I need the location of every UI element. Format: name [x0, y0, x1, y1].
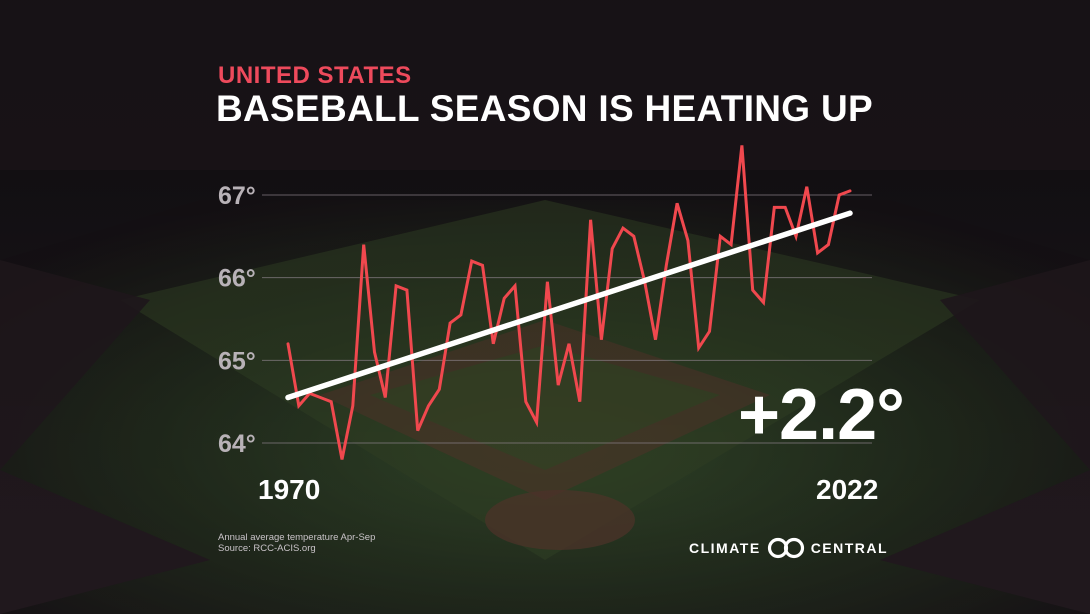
footnote-description: Annual average temperature Apr-Sep [218, 532, 376, 543]
trend-line [285, 210, 853, 401]
y-tick-label-66: 66° [218, 265, 256, 293]
y-tick-label-64: 64° [218, 430, 256, 458]
brand-logo: CLIMATE CENTRAL [689, 536, 888, 560]
y-tick-label-65: 65° [218, 347, 256, 375]
brand-right-text: CENTRAL [810, 540, 889, 556]
x-axis-start-label: 1970 [258, 474, 321, 505]
temperature-series-line [286, 145, 852, 460]
x-axis-end-label: 2022 [816, 474, 879, 505]
linked-rings-icon [767, 537, 804, 559]
page-title: BASEBALL SEASON IS HEATING UP [216, 88, 873, 129]
region-label: UNITED STATES [218, 62, 412, 89]
footnote: Annual average temperature Apr-Sep Sourc… [218, 532, 375, 554]
brand-left-text: CLIMATE [689, 540, 761, 556]
y-tick-label-67: 67° [218, 182, 256, 210]
change-callout: +2.2° [738, 375, 905, 455]
footnote-source: Source: RCC-ACIS.org [218, 543, 316, 554]
